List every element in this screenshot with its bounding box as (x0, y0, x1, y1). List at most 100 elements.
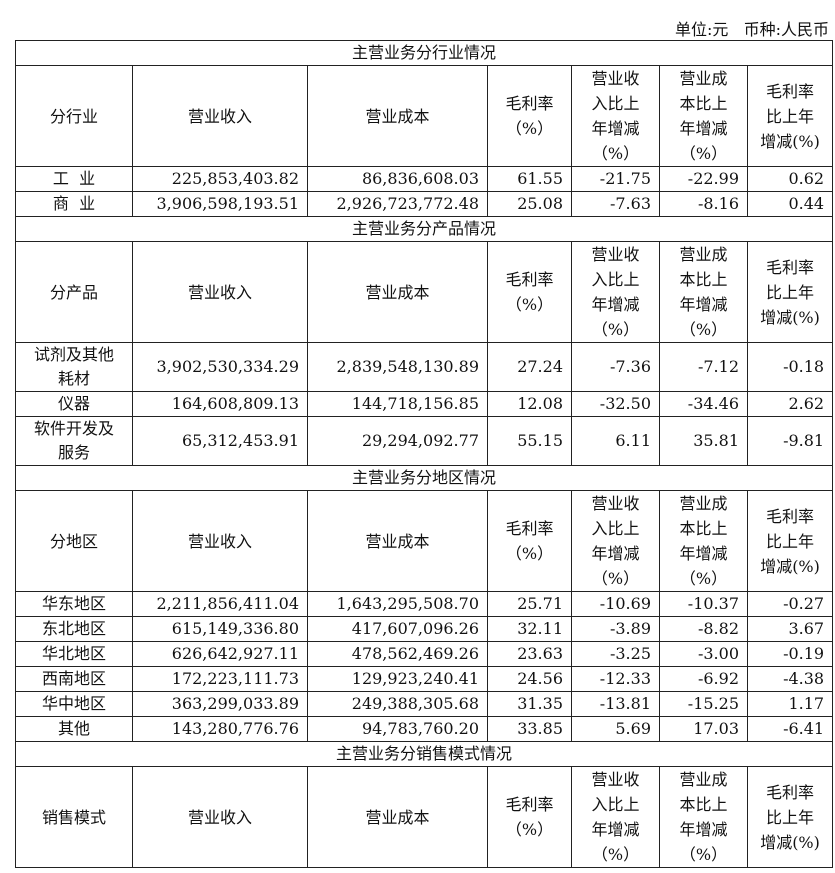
cell-value: 94,783,760.20 (307, 716, 488, 742)
cell-value: -13.81 (571, 691, 660, 717)
section-title: 主营业务分产品情况 (14, 216, 834, 242)
column-header-category: 销售模式 (15, 766, 133, 868)
table-row: 试剂及其他 耗材 3,902,530,334.29 2,839,548,130.89 2… (15, 342, 834, 392)
cell-value: 29,294,092.77 (307, 416, 488, 466)
column-header: 毛利率 （%） (487, 490, 572, 592)
cell-value: 61.55 (487, 166, 572, 192)
column-header: 营业收 入比上 年增减 （%） (571, 241, 660, 343)
cell-value: -15.25 (659, 691, 748, 717)
cell-value: 417,607,096.26 (307, 616, 488, 642)
cell-value: -7.12 (659, 342, 748, 392)
cell-value: 31.35 (487, 691, 572, 717)
column-header: 营业成 本比上 年增减 （%） (659, 490, 748, 592)
column-header: 营业收入 (132, 241, 308, 343)
cell-value: 25.08 (487, 191, 572, 217)
section-title-row: 主营业务分产品情况 (14, 216, 834, 242)
cell-value: -21.75 (571, 166, 660, 192)
cell-value: -32.50 (571, 391, 660, 417)
column-header: 营业收入 (132, 490, 308, 592)
column-header-row: 分行业 营业收入 营业成本 毛利率 （%） 营业收 入比上 年增减 （%） 营业成 本比上 年增减 （%… (15, 65, 834, 167)
cell-value: -3.89 (571, 616, 660, 642)
cell-value: 0.62 (746, 166, 834, 192)
table-row: 其他 143,280,776.76 94,783,760.20 33.85 5.69 17… (15, 716, 834, 742)
cell-value: 143,280,776.76 (132, 716, 308, 742)
column-header: 毛利率 比上年 增减(%) (746, 766, 834, 868)
row-label: 其他 (15, 716, 133, 742)
cell-value: 25.71 (487, 591, 572, 617)
cell-value: 1.17 (746, 691, 834, 717)
column-header: 营业成本 (307, 766, 488, 868)
row-label: 工 业 (15, 166, 133, 192)
cell-value: -6.92 (659, 666, 748, 692)
row-label: 华中地区 (15, 691, 133, 717)
row-label: 仪器 (15, 391, 133, 417)
column-header-category: 分行业 (15, 65, 133, 167)
column-header-category: 分地区 (15, 490, 133, 592)
column-header: 毛利率 （%） (487, 65, 572, 167)
unit-currency-note: 单位:元 币种:人民币 (674, 20, 829, 39)
cell-value: -9.81 (746, 416, 834, 466)
column-header-row: 分产品 营业收入 营业成本 毛利率 （%） 营业收 入比上 年增减 （%） 营业成 本比上 年增减 （%… (15, 241, 834, 343)
column-header: 营业成 本比上 年增减 （%） (659, 65, 748, 167)
cell-value: 24.56 (487, 666, 572, 692)
cell-value: -12.33 (571, 666, 660, 692)
cell-value: 164,608,809.13 (132, 391, 308, 417)
cell-value: 172,223,111.73 (132, 666, 308, 692)
cell-value: -3.25 (571, 641, 660, 667)
cell-value: 27.24 (487, 342, 572, 392)
column-header: 毛利率 比上年 增减(%) (746, 241, 834, 343)
cell-value: 0.44 (746, 191, 834, 217)
cell-value: -6.41 (746, 716, 834, 742)
cell-value: -4.38 (746, 666, 834, 692)
cell-value: -34.46 (659, 391, 748, 417)
cell-value: 1,643,295,508.70 (307, 591, 488, 617)
row-label: 西南地区 (15, 666, 133, 692)
cell-value: -0.27 (746, 591, 834, 617)
table-row: 华北地区 626,642,927.11 478,562,469.26 23.63 -3.… (15, 641, 834, 667)
column-header: 营业收 入比上 年增减 （%） (571, 490, 660, 592)
cell-value: -0.18 (746, 342, 834, 392)
row-label: 软件开发及 服务 (15, 416, 133, 466)
cell-value: 626,642,927.11 (132, 641, 308, 667)
section-title: 主营业务分地区情况 (14, 465, 834, 491)
column-header: 营业成本 (307, 490, 488, 592)
cell-value: 35.81 (659, 416, 748, 466)
cell-value: 2.62 (746, 391, 834, 417)
column-header: 毛利率 比上年 增减(%) (746, 65, 834, 167)
cell-value: 5.69 (571, 716, 660, 742)
cell-value: 33.85 (487, 716, 572, 742)
cell-value: 363,299,033.89 (132, 691, 308, 717)
column-header: 营业成 本比上 年增减 （%） (659, 241, 748, 343)
cell-value: 3,902,530,334.29 (132, 342, 308, 392)
cell-value: 2,926,723,772.48 (307, 191, 488, 217)
cell-value: -8.82 (659, 616, 748, 642)
cell-value: 55.15 (487, 416, 572, 466)
column-header-row: 销售模式 营业收入 营业成本 毛利率 （%） 营业收 入比上 年增减 （%） 营业成 本比上 年增减（… (15, 766, 834, 868)
section-title-row: 主营业务分地区情况 (14, 465, 834, 491)
cell-value: 23.63 (487, 641, 572, 667)
cell-value: 144,718,156.85 (307, 391, 488, 417)
column-header: 营业成 本比上 年增减 （%） (659, 766, 748, 868)
table-row: 西南地区 172,223,111.73 129,923,240.41 24.56 -12… (15, 666, 834, 692)
column-header: 毛利率 比上年 增减(%) (746, 490, 834, 592)
cell-value: -0.19 (746, 641, 834, 667)
row-label: 试剂及其他 耗材 (15, 342, 133, 392)
row-label: 华东地区 (15, 591, 133, 617)
cell-value: 17.03 (659, 716, 748, 742)
column-header: 营业收入 (132, 65, 308, 167)
column-header: 营业收入 (132, 766, 308, 868)
column-header: 营业收 入比上 年增减 （%） (571, 65, 660, 167)
table-row: 工 业 225,853,403.82 86,836,608.03 61.55 -21.7… (15, 166, 834, 192)
table-row: 东北地区 615,149,336.80 417,607,096.26 32.11 -3.… (15, 616, 834, 642)
section-title-row: 主营业务分行业情况 (14, 40, 834, 66)
cell-value: 615,149,336.80 (132, 616, 308, 642)
main-business-table: 主营业务分行业情况 分行业 营业收入 营业成本 毛利率 （%） 营业收 入比上 年增减 （%） 营业… (14, 40, 834, 868)
cell-value: 3,906,598,193.51 (132, 191, 308, 217)
cell-value: -10.69 (571, 591, 660, 617)
section-title: 主营业务分销售模式情况 (14, 741, 834, 767)
column-header: 毛利率 （%） (487, 766, 572, 868)
section-title: 主营业务分行业情况 (14, 40, 834, 66)
cell-value: 2,839,548,130.89 (307, 342, 488, 392)
cell-value: -3.00 (659, 641, 748, 667)
row-label: 东北地区 (15, 616, 133, 642)
